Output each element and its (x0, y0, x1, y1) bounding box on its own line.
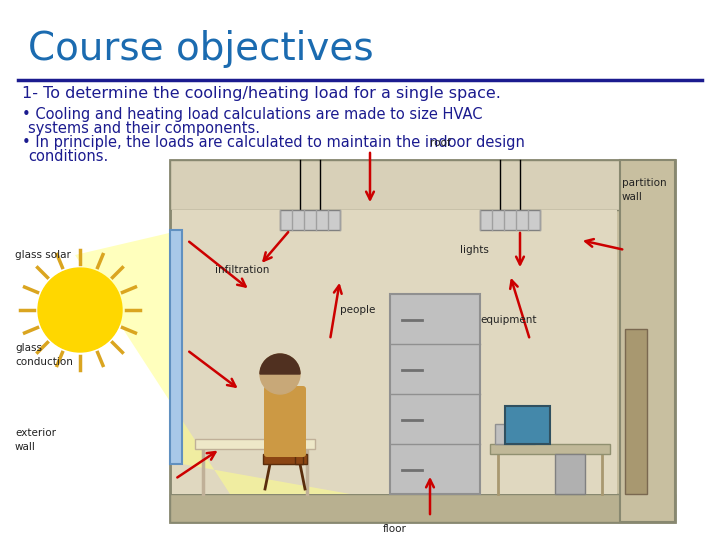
Text: systems and their components.: systems and their components. (28, 121, 260, 136)
Bar (620, 160, 675, 522)
Text: 1- To determine the cooling/heating load for a single space.: 1- To determine the cooling/heating load… (22, 86, 501, 101)
Bar (480, 210, 540, 230)
Bar (170, 230, 182, 464)
Wedge shape (260, 354, 300, 374)
Bar (555, 454, 585, 494)
Bar (263, 454, 307, 464)
Text: glass
conduction: glass conduction (15, 343, 73, 367)
Bar (280, 210, 340, 230)
Text: infiltration: infiltration (215, 265, 269, 275)
Polygon shape (75, 230, 350, 494)
Bar (490, 444, 610, 454)
Bar (170, 160, 675, 210)
Text: lights: lights (460, 245, 489, 255)
Bar (505, 406, 550, 444)
Text: floor: floor (383, 524, 407, 534)
Circle shape (38, 268, 122, 352)
Text: partition
wall: partition wall (622, 178, 667, 201)
Bar (170, 160, 675, 522)
FancyBboxPatch shape (264, 386, 306, 457)
Text: conditions.: conditions. (28, 149, 108, 164)
Text: glass solar: glass solar (15, 250, 71, 260)
Bar (390, 294, 480, 494)
Bar (495, 424, 535, 444)
Text: exterior
wall: exterior wall (15, 428, 56, 451)
Bar (625, 329, 647, 494)
Text: roof: roof (430, 138, 451, 148)
Text: equipment: equipment (480, 315, 536, 325)
Text: • Cooling and heating load calculations are made to size HVAC: • Cooling and heating load calculations … (22, 107, 482, 122)
Bar (170, 494, 675, 522)
Text: • In principle, the loads are calculated to maintain the indoor design: • In principle, the loads are calculated… (22, 135, 525, 150)
Bar (195, 439, 315, 449)
Bar (295, 404, 303, 464)
Circle shape (260, 354, 300, 394)
Text: people: people (340, 305, 375, 315)
Bar (172, 210, 617, 494)
Text: Course objectives: Course objectives (28, 30, 374, 68)
